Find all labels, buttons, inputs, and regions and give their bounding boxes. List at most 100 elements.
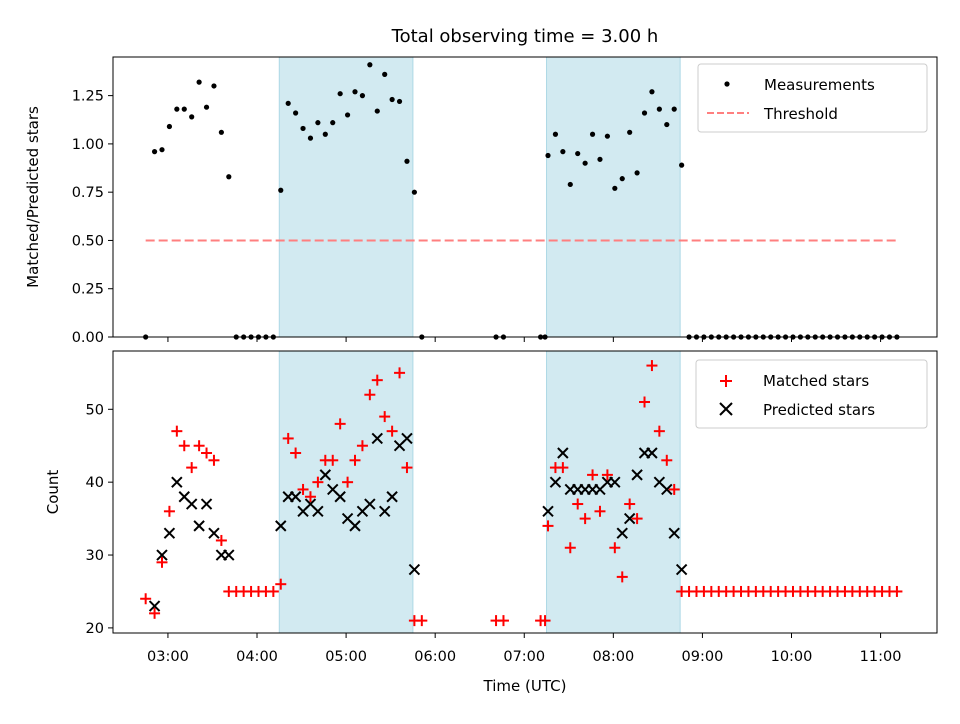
matched-star-point — [156, 556, 168, 568]
measurement-point — [211, 83, 217, 89]
chart-title: Total observing time = 3.00 h — [391, 26, 659, 47]
predicted-star-point — [386, 491, 398, 503]
predicted-star-point — [646, 447, 658, 459]
matched-star-point — [668, 483, 680, 495]
predicted-star-point — [312, 505, 324, 518]
x-tick-label: 03:00 — [147, 649, 189, 665]
measurement-point — [300, 125, 306, 132]
measurement-point — [337, 91, 343, 97]
measurement-point — [374, 108, 380, 114]
x-axis-label: Time (UTC) — [483, 677, 567, 695]
measurement-point — [367, 62, 373, 68]
measurement-point — [582, 160, 588, 166]
predicted-star-point — [334, 491, 346, 503]
matched-star-point — [394, 367, 406, 379]
legend-label-predicted: Predicted stars — [763, 401, 875, 419]
matched-star-point — [401, 462, 413, 474]
measurement-point — [664, 121, 670, 128]
measurement-point — [656, 106, 662, 112]
measurement-point — [589, 131, 596, 137]
matched-star-point — [653, 425, 665, 437]
top-axes-frame — [112, 56, 938, 338]
measurement-point — [560, 149, 566, 155]
matched-star-point — [275, 578, 287, 590]
matched-star-point — [542, 520, 554, 532]
matched-star-point — [149, 607, 161, 619]
legend-label-threshold: Threshold — [763, 105, 838, 123]
measurement-point — [352, 89, 358, 95]
predicted-star-point — [208, 527, 220, 539]
top-y-tick-label: 1.00 — [72, 137, 104, 153]
matched-star-point — [416, 615, 428, 627]
measurement-point — [181, 106, 187, 112]
matched-star-point — [639, 396, 651, 408]
matched-star-point — [539, 615, 551, 627]
matched-star-point — [290, 447, 302, 459]
measurement-point — [189, 114, 195, 120]
measurement-point — [404, 158, 410, 164]
bottom-y-tick-label: 30 — [86, 548, 104, 564]
matched-star-point — [312, 476, 324, 488]
matched-star-point — [616, 571, 628, 583]
measurement-point — [330, 120, 336, 126]
measurement-point — [389, 96, 395, 103]
measurement-point — [307, 135, 314, 141]
matched-star-point — [163, 505, 175, 517]
measurement-point — [552, 131, 559, 137]
matched-star-point — [342, 476, 354, 488]
matched-star-point — [646, 360, 658, 372]
measurement-point — [322, 131, 328, 137]
matched-star-point — [579, 513, 591, 525]
legend-marker-measurements — [724, 81, 730, 87]
measurement-point — [315, 120, 321, 126]
matched-star-point — [564, 542, 576, 554]
matched-star-point — [334, 418, 346, 430]
predicted-star-point — [401, 432, 413, 445]
bottom-y-tick-label: 20 — [86, 621, 104, 637]
top-y-tick-label: 1.25 — [72, 89, 104, 105]
measurement-point — [166, 123, 173, 130]
measurement-point — [344, 112, 351, 118]
matched-star-point — [186, 462, 198, 474]
legend-label-matched: Matched stars — [763, 372, 869, 390]
bottom-x-ticks: 03:00 04:00 05:00 06:00 07:00 08:00 09:00 10:00… — [147, 633, 901, 665]
predicted-star-point — [171, 476, 183, 488]
top-x-ticks — [167, 337, 882, 342]
predicted-star-point — [223, 549, 235, 561]
x-tick-label: 09:00 — [682, 649, 724, 665]
predicted-star-point — [549, 476, 562, 488]
measurement-point — [634, 170, 640, 176]
measurement-point — [411, 189, 417, 195]
measurement-point — [382, 71, 388, 77]
x-tick-label: 08:00 — [592, 649, 634, 665]
legend-marker-matched — [720, 375, 732, 387]
top-shaded-region-2 — [546, 56, 681, 338]
bottom-axes-frame — [112, 350, 938, 634]
matched-star-point — [208, 454, 220, 466]
measurement-point — [575, 150, 581, 157]
matched-star-point — [631, 513, 643, 525]
predicted-star-point — [609, 476, 621, 488]
predicted-star-point — [408, 563, 421, 576]
measurement-point — [151, 149, 158, 155]
matched-star-point — [215, 534, 227, 546]
measurement-point — [612, 185, 618, 191]
bottom-shaded-regions — [278, 350, 681, 634]
predicted-stars-points — [148, 432, 688, 612]
measurement-point — [679, 162, 685, 168]
predicted-star-point — [163, 527, 176, 539]
measurement-point — [196, 79, 202, 85]
x-tick-label: 04:00 — [236, 649, 278, 665]
measurement-point — [226, 174, 232, 180]
measurement-point — [203, 104, 210, 110]
matched-star-point — [267, 585, 279, 597]
bottom-y-tick-label: 50 — [86, 402, 104, 418]
measurement-point — [278, 187, 284, 193]
predicted-star-point — [542, 505, 554, 518]
top-y-tick-label: 0.50 — [72, 233, 104, 249]
measurement-point — [627, 129, 633, 135]
measurement-point — [597, 156, 603, 162]
matched-star-point — [356, 440, 368, 452]
